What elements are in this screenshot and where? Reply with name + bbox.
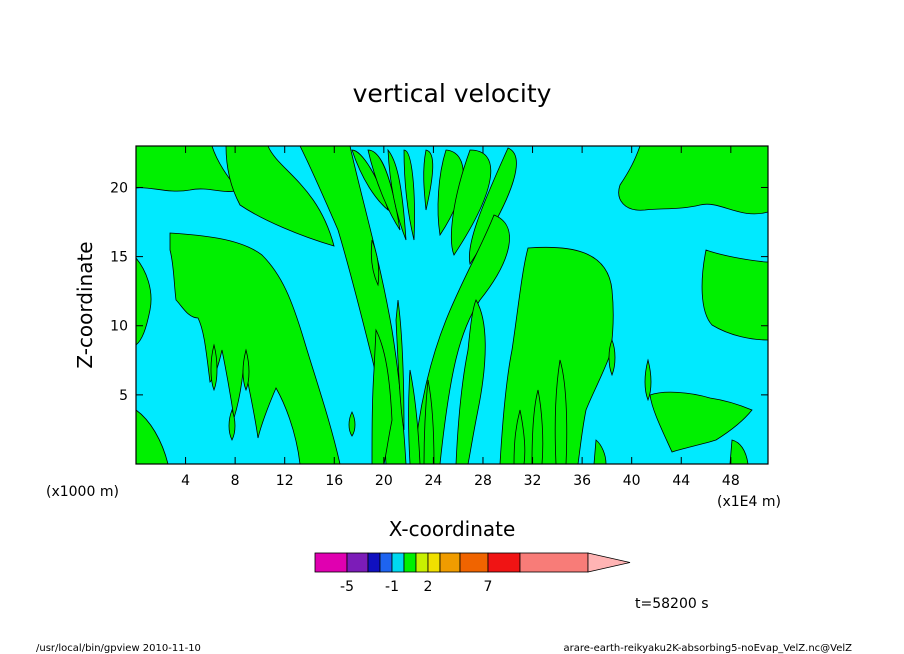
contour-region [451, 149, 492, 256]
contour-region [618, 146, 768, 215]
contour-region [403, 149, 415, 241]
y-tick-label: 15 [110, 250, 128, 266]
y-axis: 5 10 15 20 [110, 180, 768, 404]
contour-region [136, 146, 239, 192]
contour-region [649, 391, 753, 453]
contour-region [593, 439, 607, 464]
x-tick-label: 16 [325, 473, 343, 489]
x-axis: 4 8 12 16 20 24 28 32 36 40 44 48 [181, 146, 740, 489]
contour-region [225, 146, 335, 247]
contour-region [395, 299, 405, 431]
contour-region [499, 246, 614, 464]
contour-region [413, 214, 510, 464]
colorbar-segment [403, 552, 417, 573]
contour-region [423, 149, 434, 211]
colorbar-label: 2 [424, 579, 433, 595]
colorbar-segment [367, 552, 381, 573]
contour-region [367, 149, 401, 231]
contour-region [351, 149, 389, 212]
contour-region [136, 257, 152, 346]
colorbar-label: 7 [484, 579, 493, 595]
plot-area [136, 146, 768, 464]
colorbar-segment [427, 552, 441, 573]
contour-region [644, 358, 652, 402]
x-tick-label: 28 [474, 473, 492, 489]
colorbar-label: -5 [340, 579, 354, 595]
chart-title: vertical velocity [353, 79, 552, 108]
contour-region [423, 379, 435, 464]
contour-region [408, 369, 421, 464]
y-tick-label: 5 [119, 388, 128, 404]
contour-region [210, 343, 218, 392]
x-tick-label: 40 [623, 473, 641, 489]
plot-frame [135, 145, 769, 465]
y-axis-title: Z-coordinate [73, 241, 97, 368]
contour-region [348, 411, 356, 437]
contour-region [513, 409, 526, 464]
contour-region [468, 147, 517, 266]
y-tick-label: 10 [110, 319, 128, 335]
footer-right: arare-earth-reikyaku2K-absorbing5-noEvap… [564, 643, 853, 654]
x-tick-label: 4 [181, 473, 190, 489]
colorbar-segment [439, 552, 461, 573]
contour-region [531, 389, 544, 464]
colorbar-segment [391, 552, 405, 573]
contour-region [242, 348, 250, 392]
x-tick-label: 44 [672, 473, 690, 489]
contour-region [370, 239, 380, 287]
colorbar-segment [415, 552, 429, 573]
x-tick-label: 36 [573, 473, 591, 489]
colorbar-segment [487, 552, 521, 573]
x-tick-label: 48 [722, 473, 740, 489]
colorbar-arrow [587, 552, 631, 573]
y-unit-label: (x1000 m) [46, 484, 119, 500]
colorbar-label: -1 [385, 579, 399, 595]
x-tick-label: 8 [231, 473, 240, 489]
colorbar-segment [459, 552, 489, 573]
contour-region [455, 299, 486, 464]
contour-region [608, 338, 616, 377]
x-tick-label: 12 [276, 473, 294, 489]
contour-region [169, 232, 341, 464]
contour-region [701, 249, 768, 341]
contour-regions [136, 146, 768, 464]
colorbar-segment [314, 552, 348, 573]
x-unit-label: (x1E4 m) [717, 494, 781, 510]
footer-left: /usr/local/bin/gpview 2010-11-10 [36, 643, 201, 654]
y-tick-label: 20 [110, 180, 128, 196]
contour-region [228, 408, 236, 441]
colorbar-segment [346, 552, 369, 573]
contour-region [729, 439, 749, 464]
colorbar-segment [519, 552, 589, 573]
colorbar [314, 552, 631, 573]
x-tick-label: 24 [424, 473, 442, 489]
x-tick-label: 20 [375, 473, 393, 489]
x-tick-label: 32 [524, 473, 542, 489]
x-axis-title: X-coordinate [389, 517, 516, 541]
contour-region [554, 359, 568, 464]
contour-region [437, 149, 464, 237]
colorbar-labels: -5 -1 2 7 [340, 579, 492, 595]
contour-region [387, 148, 407, 241]
colorbar-segment [379, 552, 393, 573]
contour-region [371, 328, 393, 464]
time-label: t=58200 s [635, 596, 709, 612]
